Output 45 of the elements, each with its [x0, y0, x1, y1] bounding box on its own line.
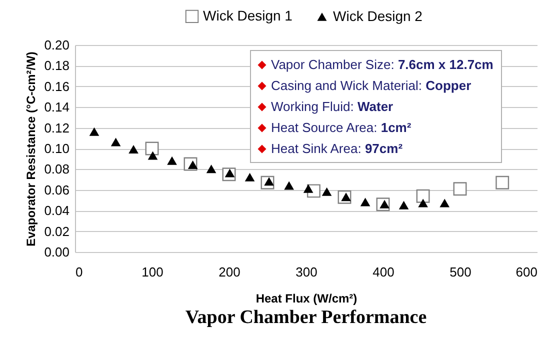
y-tick-label: 0.08 [44, 162, 70, 177]
y-tick-label: 0.18 [44, 58, 70, 74]
text: Vapor Chamber Performance [185, 307, 427, 328]
point [453, 182, 467, 196]
point [129, 146, 138, 154]
point [418, 199, 428, 208]
point [245, 174, 254, 182]
y-tick-label: 0.10 [44, 141, 70, 156]
point [322, 188, 332, 196]
y-tick-label: 0.20 [44, 38, 70, 52]
annotation: Casing and Wick Material: Copper [270, 77, 472, 95]
legend-label: Wick Design 2 [333, 8, 423, 24]
x-tick-label: 400 [372, 264, 394, 280]
point [416, 189, 430, 203]
y-tick-label: 0.00 [44, 244, 70, 260]
point [168, 156, 176, 165]
x-tick-label: 300 [296, 264, 318, 280]
x-tick-label: 200 [218, 264, 240, 280]
y-tick-label: 0.16 [44, 78, 70, 94]
x-tick-label: 100 [142, 264, 164, 280]
y-tick-label: 0.06 [44, 182, 70, 198]
y-tick-label: 0.02 [44, 224, 70, 239]
y-axis-title: Evaporator Resistance (°C-cm²/W) [24, 52, 38, 246]
point [90, 128, 99, 136]
x-tick-label: 600 [516, 264, 538, 280]
annotation: Heat Source Area: 1cm² [270, 119, 412, 137]
point [206, 165, 216, 174]
point [360, 198, 370, 206]
y-tick-label: 0.14 [44, 100, 70, 115]
annotation: Vapor Chamber Size: 7.6cm x 12.7cm [270, 56, 494, 74]
y-tick-label: 0.12 [44, 120, 70, 136]
x-tick-label: 500 [450, 264, 472, 280]
annotation: Working Fluid: Water [270, 98, 394, 116]
point [111, 138, 120, 146]
annotation: Heat Sink Area: 97cm² [270, 140, 404, 158]
legend-label: Wick Design 1 [203, 7, 293, 24]
point [440, 199, 450, 208]
x-tick-label: 0 [76, 264, 83, 280]
point [304, 184, 313, 193]
y-tick-label: 0.04 [44, 203, 70, 218]
point [399, 201, 408, 210]
point [496, 176, 510, 190]
x-axis-title: Heat Flux (W/cm²) [256, 292, 358, 306]
point [148, 152, 158, 160]
point [284, 182, 294, 190]
